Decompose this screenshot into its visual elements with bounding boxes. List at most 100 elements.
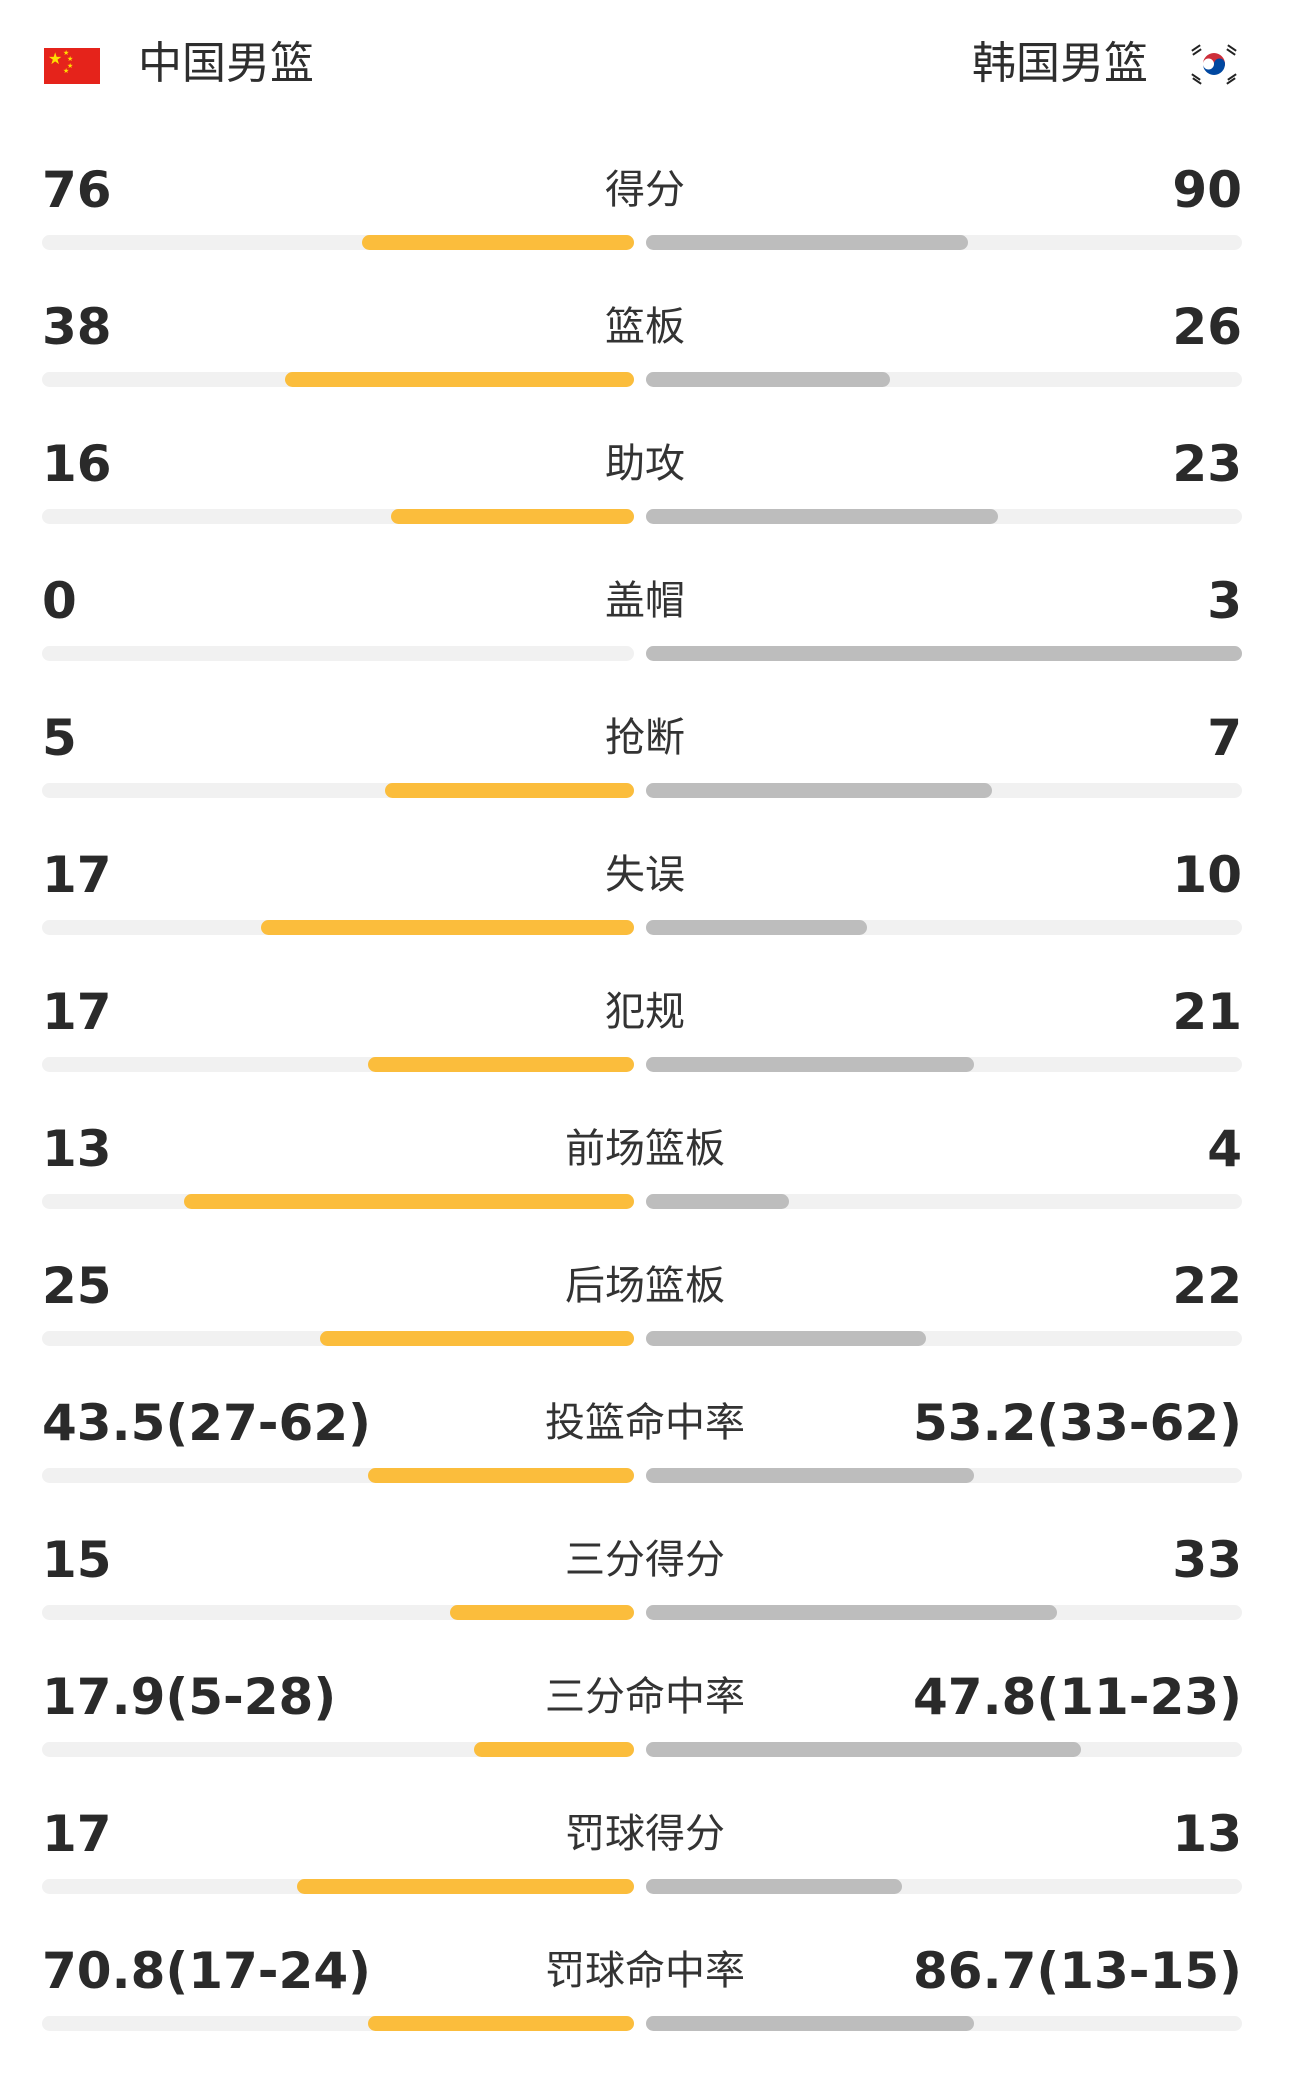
stat-label: 得分 — [605, 167, 685, 213]
away-stat-bar — [646, 2016, 974, 2031]
away-stat-bar — [646, 235, 968, 250]
stat-row: 17.9(5-28) 三分命中率 47.8(11-23) — [0, 1663, 1290, 1800]
away-stat-bar-track — [646, 372, 1242, 387]
away-stat-bar — [646, 1194, 789, 1209]
stat-row: 76 得分 90 — [0, 156, 1290, 293]
south-korea-flag-icon — [1186, 42, 1242, 86]
away-stat-value: 21 — [1172, 983, 1242, 1041]
home-stat-bar — [362, 235, 634, 250]
stat-label: 三分得分 — [565, 1537, 725, 1583]
away-stat-bar-track — [646, 1057, 1242, 1072]
home-stat-value: 17 — [42, 983, 112, 1041]
away-stat-bar-track — [646, 783, 1242, 798]
stat-label: 罚球得分 — [565, 1811, 725, 1857]
home-stat-value: 17 — [42, 846, 112, 904]
home-stat-bar — [385, 783, 634, 798]
away-stat-bar — [646, 646, 1242, 661]
away-stat-bar-track — [646, 920, 1242, 935]
home-stat-bar — [391, 509, 634, 524]
stat-label: 篮板 — [605, 304, 685, 350]
stat-row: 70.8(17-24) 罚球命中率 86.7(13-15) — [0, 1937, 1290, 2074]
home-stat-bar — [450, 1605, 634, 1620]
home-stat-bar — [184, 1194, 634, 1209]
home-stat-value: 25 — [42, 1257, 112, 1315]
home-stat-bar — [368, 1468, 634, 1483]
home-stat-value: 38 — [42, 298, 112, 356]
home-stat-bar-track — [42, 1057, 634, 1072]
home-stat-bar-track — [42, 1331, 634, 1346]
home-stat-bar-track — [42, 372, 634, 387]
home-stat-bar — [261, 920, 634, 935]
home-stat-value: 43.5(27-62) — [42, 1394, 371, 1452]
stat-label: 三分命中率 — [545, 1674, 745, 1720]
away-stat-value: 22 — [1172, 1257, 1242, 1315]
away-stat-bar — [646, 372, 890, 387]
home-stat-bar-track — [42, 509, 634, 524]
away-stat-value: 23 — [1172, 435, 1242, 493]
away-stat-value: 26 — [1172, 298, 1242, 356]
home-stat-bar-track — [42, 2016, 634, 2031]
stat-row: 38 篮板 26 — [0, 293, 1290, 430]
stat-label: 助攻 — [605, 441, 685, 487]
away-stat-value: 4 — [1207, 1120, 1242, 1178]
home-stat-value: 15 — [42, 1531, 112, 1589]
away-team-name: 韩国男篮 — [972, 38, 1148, 89]
stat-label: 前场篮板 — [565, 1126, 725, 1172]
away-stat-bar-track — [646, 2016, 1242, 2031]
home-stat-value: 17 — [42, 1805, 112, 1863]
away-stat-value: 47.8(11-23) — [913, 1668, 1242, 1726]
home-stat-bar — [368, 1057, 634, 1072]
home-stat-value: 70.8(17-24) — [42, 1942, 371, 2000]
stat-label: 失误 — [605, 852, 685, 898]
stat-row: 17 失误 10 — [0, 841, 1290, 978]
home-stat-value: 0 — [42, 572, 77, 630]
stat-row: 5 抢断 7 — [0, 704, 1290, 841]
home-stat-value: 76 — [42, 161, 112, 219]
away-stat-bar-track — [646, 1879, 1242, 1894]
home-stat-bar-track — [42, 920, 634, 935]
home-stat-bar-track — [42, 646, 634, 661]
away-stat-bar-track — [646, 1194, 1242, 1209]
away-stat-value: 53.2(33-62) — [913, 1394, 1242, 1452]
home-stat-value: 17.9(5-28) — [42, 1668, 337, 1726]
home-stat-bar-track — [42, 1468, 634, 1483]
away-stat-bar — [646, 783, 992, 798]
home-stat-bar-track — [42, 1742, 634, 1757]
home-stat-value: 16 — [42, 435, 112, 493]
home-stat-value: 13 — [42, 1120, 112, 1178]
stat-row: 15 三分得分 33 — [0, 1526, 1290, 1663]
stat-label: 犯规 — [605, 989, 685, 1035]
stat-label: 盖帽 — [605, 578, 685, 624]
away-stat-bar-track — [646, 235, 1242, 250]
away-stat-bar — [646, 1468, 974, 1483]
stat-row: 17 罚球得分 13 — [0, 1800, 1290, 1937]
away-stat-bar — [646, 1331, 926, 1346]
home-stat-bar — [297, 1879, 634, 1894]
home-stat-bar-track — [42, 1194, 634, 1209]
away-stat-value: 86.7(13-15) — [913, 1942, 1242, 2000]
home-stat-bar — [285, 372, 634, 387]
stat-label: 后场篮板 — [565, 1263, 725, 1309]
away-stat-bar-track — [646, 1331, 1242, 1346]
stat-row: 13 前场篮板 4 — [0, 1115, 1290, 1252]
away-stat-bar — [646, 1879, 902, 1894]
home-team-name: 中国男篮 — [138, 38, 314, 89]
home-stat-bar — [320, 1331, 634, 1346]
home-stat-value: 5 — [42, 709, 77, 767]
away-stat-value: 33 — [1172, 1531, 1242, 1589]
home-stat-bar-track — [42, 783, 634, 798]
stat-row: 16 助攻 23 — [0, 430, 1290, 567]
china-flag-icon: ★ ★ ★ ★ ★ — [44, 48, 100, 84]
home-stat-bar — [474, 1742, 634, 1757]
away-stat-value: 10 — [1172, 846, 1242, 904]
home-stat-bar-track — [42, 1879, 634, 1894]
stat-row: 0 盖帽 3 — [0, 567, 1290, 704]
away-stat-bar — [646, 1605, 1057, 1620]
stat-row: 43.5(27-62) 投篮命中率 53.2(33-62) — [0, 1389, 1290, 1526]
home-stat-bar-track — [42, 235, 634, 250]
away-stat-bar-track — [646, 1605, 1242, 1620]
away-stat-value: 90 — [1172, 161, 1242, 219]
away-stat-bar-track — [646, 1742, 1242, 1757]
away-stat-value: 13 — [1172, 1805, 1242, 1863]
away-stat-bar — [646, 1057, 974, 1072]
